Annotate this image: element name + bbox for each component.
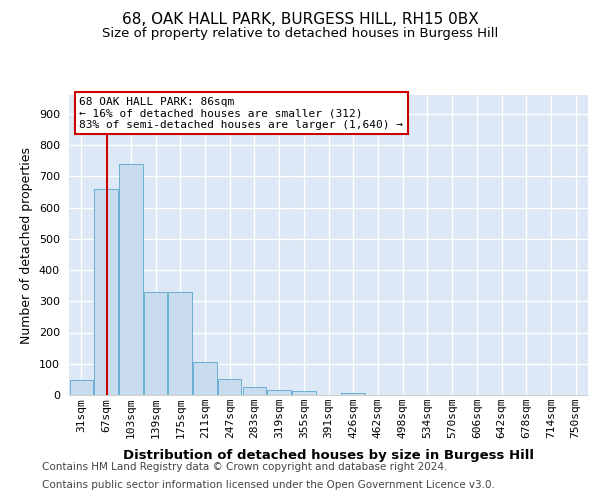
Text: 68, OAK HALL PARK, BURGESS HILL, RH15 0BX: 68, OAK HALL PARK, BURGESS HILL, RH15 0B… [122,12,478,28]
Bar [341,392,365,395]
Bar [94,188,118,395]
Bar [169,292,192,395]
Text: Contains HM Land Registry data © Crown copyright and database right 2024.: Contains HM Land Registry data © Crown c… [42,462,448,472]
Bar [144,292,167,395]
X-axis label: Distribution of detached houses by size in Burgess Hill: Distribution of detached houses by size … [123,450,534,462]
Text: Size of property relative to detached houses in Burgess Hill: Size of property relative to detached ho… [102,28,498,40]
Bar [70,380,93,395]
Bar [218,380,241,395]
Bar [193,362,217,395]
Bar [268,390,291,395]
Text: 68 OAK HALL PARK: 86sqm
← 16% of detached houses are smaller (312)
83% of semi-d: 68 OAK HALL PARK: 86sqm ← 16% of detache… [79,96,403,130]
Bar [292,391,316,395]
Text: Contains public sector information licensed under the Open Government Licence v3: Contains public sector information licen… [42,480,495,490]
Bar [242,387,266,395]
Y-axis label: Number of detached properties: Number of detached properties [20,146,33,344]
Bar [119,164,143,395]
